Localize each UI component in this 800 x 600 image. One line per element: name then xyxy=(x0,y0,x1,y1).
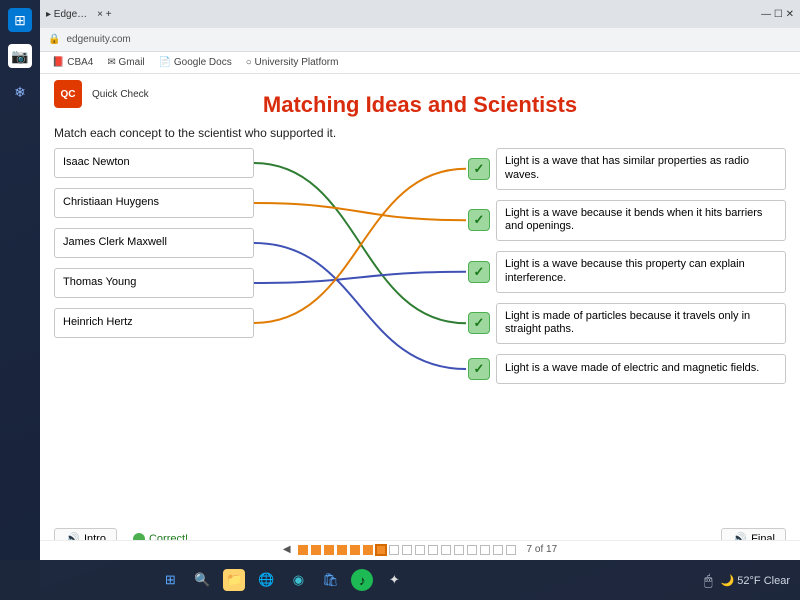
taskbar-icon[interactable]: ✦ xyxy=(383,569,405,591)
progress-square[interactable] xyxy=(467,545,477,555)
concept-card[interactable]: Light is a wave because this property ca… xyxy=(496,251,786,293)
concept-card[interactable]: Light is made of particles because it tr… xyxy=(496,303,786,345)
scientist-card[interactable]: James Clerk Maxwell xyxy=(54,228,254,258)
page-title: Matching Ideas and Scientists xyxy=(40,92,800,118)
concept-card[interactable]: Light is a wave because it bends when it… xyxy=(496,200,786,242)
progress-square[interactable] xyxy=(454,545,464,555)
concept-card[interactable]: Light is a wave made of electric and mag… xyxy=(496,354,786,384)
scientist-card[interactable]: Christiaan Huygens xyxy=(54,188,254,218)
windows-taskbar: ⊞ 🔍 📁 🌐 ◉ 🛍 ♪ ✦ 🖱 🌙 52°F Clear xyxy=(0,560,800,600)
progress-square[interactable] xyxy=(389,545,399,555)
progress-square[interactable] xyxy=(493,545,503,555)
bookmark-item[interactable]: 📄 Google Docs xyxy=(159,57,232,68)
bookmark-item[interactable]: 📕 CBA4 xyxy=(52,57,93,68)
quickcheck-logo: QC xyxy=(54,80,82,108)
progress-square[interactable] xyxy=(506,545,516,555)
correct-check-icon: ✓ xyxy=(468,358,490,380)
progress-square[interactable] xyxy=(311,545,321,555)
dock-icon[interactable]: ⊞ xyxy=(8,8,32,32)
app-frame: QC Quick Check Matching Ideas and Scient… xyxy=(40,74,800,560)
edge-icon[interactable]: ◉ xyxy=(287,569,309,591)
tab[interactable]: ▸ Edge… xyxy=(46,9,87,20)
scientist-card[interactable]: Thomas Young xyxy=(54,268,254,298)
cursor-icon: 🖱 xyxy=(704,572,712,589)
progress-label: 7 of 17 xyxy=(527,544,558,555)
bookmark-item[interactable]: ✉ Gmail xyxy=(107,57,144,68)
browser-tab-strip: ▸ Edge… × + — ☐ ✕ xyxy=(40,0,800,28)
scientist-card[interactable]: Isaac Newton xyxy=(54,148,254,178)
progress-square[interactable] xyxy=(298,545,308,555)
left-dock: ⊞ 📷 ❄ xyxy=(0,0,40,600)
progress-square[interactable] xyxy=(324,545,334,555)
progress-bar: ◀ 7 of 17 xyxy=(40,540,800,558)
concept-card[interactable]: Light is a wave that has similar propert… xyxy=(496,148,786,190)
progress-square[interactable] xyxy=(363,545,373,555)
url-text: edgenuity.com xyxy=(66,34,130,45)
matching-area: Isaac Newton Christiaan Huygens James Cler… xyxy=(54,148,786,428)
progress-square[interactable] xyxy=(428,545,438,555)
dock-icon[interactable]: 📷 xyxy=(8,44,32,68)
prev-button[interactable]: ◀ xyxy=(283,544,291,555)
progress-square[interactable] xyxy=(415,545,425,555)
bookmarks-bar: 📕 CBA4 ✉ Gmail 📄 Google Docs ○ Universit… xyxy=(40,52,800,74)
progress-square[interactable] xyxy=(480,545,490,555)
dock-icon[interactable]: ❄ xyxy=(8,80,32,104)
bookmark-item[interactable]: ○ University Platform xyxy=(246,57,339,68)
tab[interactable]: × + xyxy=(97,9,111,20)
spotify-icon[interactable]: ♪ xyxy=(351,569,373,591)
lock-icon: 🔒 xyxy=(48,34,60,45)
quickcheck-label: Quick Check xyxy=(92,89,149,100)
progress-square[interactable] xyxy=(337,545,347,555)
store-icon[interactable]: 🛍 xyxy=(319,569,341,591)
address-bar[interactable]: 🔒 edgenuity.com xyxy=(40,28,800,52)
search-icon[interactable]: 🔍 xyxy=(191,569,213,591)
correct-check-icon: ✓ xyxy=(468,158,490,180)
chrome-icon[interactable]: 🌐 xyxy=(255,569,277,591)
instruction-text: Match each concept to the scientist who … xyxy=(40,118,800,144)
weather-widget[interactable]: 🌙 52°F Clear xyxy=(721,574,790,587)
window-controls[interactable]: — ☐ ✕ xyxy=(761,9,794,20)
correct-check-icon: ✓ xyxy=(468,312,490,334)
explorer-icon[interactable]: 📁 xyxy=(223,569,245,591)
scientists-column: Isaac Newton Christiaan Huygens James Cler… xyxy=(54,148,254,338)
concepts-column: Light is a wave that has similar propert… xyxy=(496,148,786,384)
progress-square[interactable] xyxy=(376,545,386,555)
correct-check-icon: ✓ xyxy=(468,261,490,283)
start-icon[interactable]: ⊞ xyxy=(159,569,181,591)
correct-check-icon: ✓ xyxy=(468,209,490,231)
progress-square[interactable] xyxy=(350,545,360,555)
system-tray[interactable]: 🖱 🌙 52°F Clear xyxy=(704,572,790,589)
progress-square[interactable] xyxy=(441,545,451,555)
progress-square[interactable] xyxy=(402,545,412,555)
scientist-card[interactable]: Heinrich Hertz xyxy=(54,308,254,338)
